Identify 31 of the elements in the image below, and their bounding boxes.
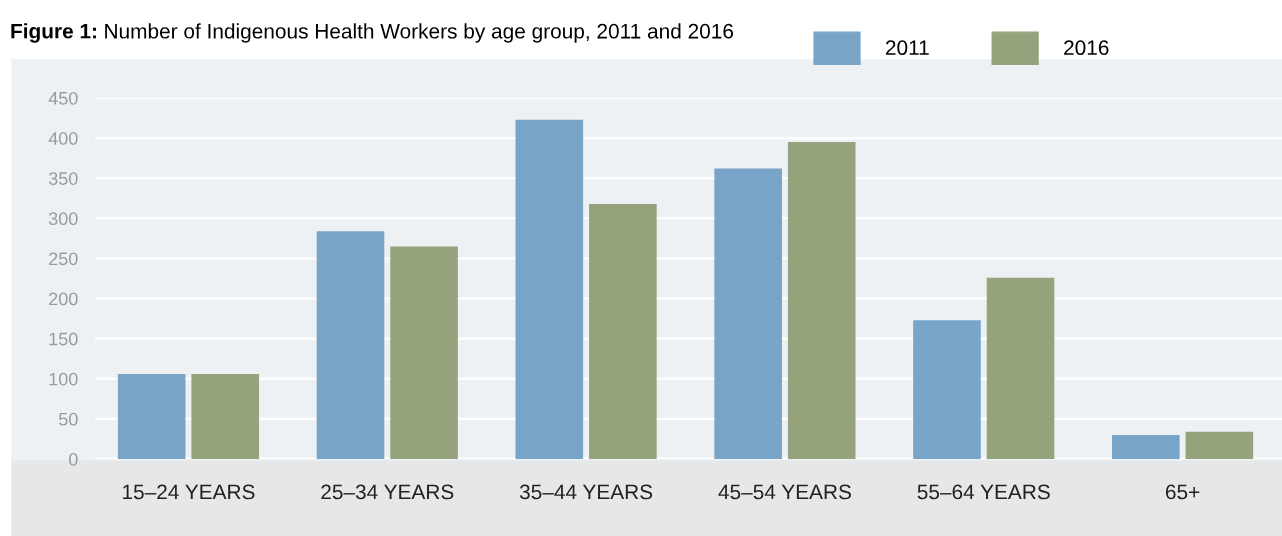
x-tick-label: 35–44 YEARS (519, 484, 653, 500)
y-tick-label: 400 (48, 132, 78, 145)
bar (714, 168, 782, 459)
x-tick-label: 15–24 YEARS (123, 484, 255, 500)
bar (589, 203, 657, 459)
legend-label: 2016 (1064, 40, 1109, 56)
y-tick-label: 450 (48, 91, 78, 105)
bar (986, 277, 1055, 459)
y-tick-label: 50 (58, 412, 78, 426)
x-tick-label: 45–54 YEARS (718, 484, 851, 500)
bar (913, 320, 981, 459)
bar (787, 142, 856, 459)
x-tick-label: 55–64 YEARS (917, 484, 1050, 500)
y-tick-label: 0 (69, 452, 78, 466)
y-tick-label: 150 (49, 332, 78, 346)
chart-title: Figure 1: Number of Indigenous Health Workers by age group, 2011 and 2016 (11, 23, 734, 43)
y-tick-label: 200 (49, 292, 78, 306)
bar (1112, 434, 1180, 459)
y-tick-label: 100 (49, 372, 78, 386)
y-tick-label: 300 (48, 212, 78, 226)
bar (316, 231, 385, 459)
bar (515, 119, 584, 459)
bar (117, 373, 186, 459)
bar (191, 373, 260, 459)
y-tick-label: 350 (48, 172, 78, 185)
legend-label: 2011 (885, 40, 929, 56)
x-tick-label: 65+ (1165, 484, 1200, 500)
bar (390, 246, 458, 459)
y-tick-label: 250 (49, 252, 78, 266)
bar (1185, 431, 1254, 459)
x-tick-label: 25–34 YEARS (321, 484, 454, 500)
